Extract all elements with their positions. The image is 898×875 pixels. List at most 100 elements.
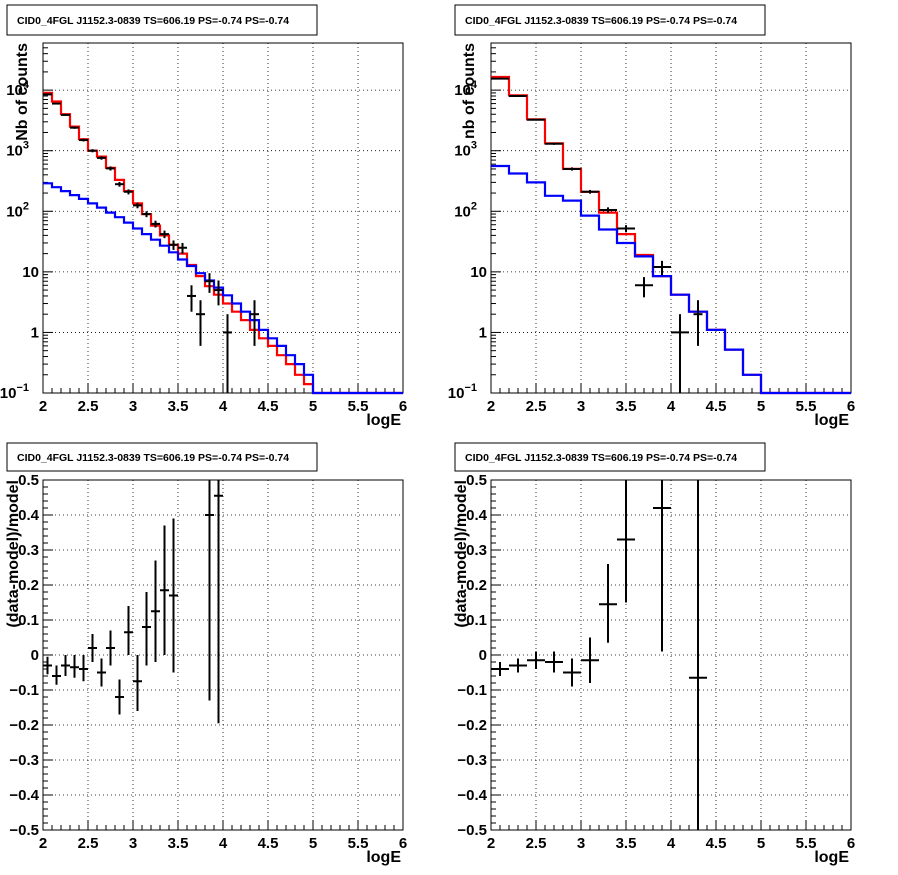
y-tick-label: −0.4 [457, 787, 487, 804]
y-tick-label: −0.5 [457, 822, 487, 839]
data-point [563, 167, 581, 171]
title-box [6, 4, 318, 36]
x-tick-label: 4 [219, 398, 228, 415]
y-tick-label: 0.5 [466, 472, 487, 489]
data-point [133, 202, 142, 209]
data-point [52, 665, 61, 685]
x-tick-label: 4.5 [706, 398, 727, 415]
y-tick-label: 0.1 [466, 612, 487, 629]
x-tick-label: 3.5 [168, 835, 189, 852]
data-point [223, 314, 232, 393]
data-point [97, 156, 106, 160]
y-tick-label: 10−1 [0, 382, 29, 402]
data-point [205, 480, 214, 701]
data-point [133, 655, 142, 711]
x-axis-label: logE [366, 412, 401, 429]
data-point [79, 655, 88, 682]
x-tick-label: 5 [757, 398, 765, 415]
x-tick-label: 6 [847, 835, 855, 852]
chart-panel-2: 2 2.5 3 3.5 4 4.5 5 5.5 6 10−1 1 10 102 103 104 CID0_4F… [448, 4, 855, 429]
y-tick-label: 0.4 [466, 507, 488, 524]
data-point [693, 300, 703, 346]
y-tick-label: 0.3 [18, 542, 39, 559]
data-point [599, 564, 617, 643]
x-tick-label: 2 [487, 398, 495, 415]
y-tick-label: 102 [6, 200, 29, 220]
x-tick-label: 5.5 [348, 835, 369, 852]
data-point [527, 118, 545, 121]
y-tick-label: 0 [31, 647, 39, 664]
y-tick-label: 0 [479, 647, 487, 664]
y-tick-label: 0.3 [466, 542, 487, 559]
data-point [617, 225, 635, 233]
x-tick-label: 4 [219, 835, 228, 852]
data-point [88, 634, 97, 662]
data-point [214, 480, 223, 724]
x-tick-label: 4.5 [258, 835, 279, 852]
x-tick-label: 5.5 [796, 835, 817, 852]
data-point [43, 93, 52, 96]
x-tick-label: 2.5 [78, 835, 99, 852]
data-point [169, 240, 178, 250]
data-point [205, 273, 214, 293]
y-tick-label: 104 [6, 79, 30, 99]
x-tick-label: 5.5 [348, 398, 369, 415]
x-tick-label: 3.5 [168, 398, 189, 415]
x-tick-label: 3.5 [616, 398, 637, 415]
data-point [61, 655, 70, 676]
data-point [97, 658, 106, 687]
data-point [599, 207, 617, 213]
data-point [653, 480, 671, 652]
x-axis-label: logE [366, 849, 401, 866]
data-point [151, 560, 160, 662]
y-tick-label: −0.3 [457, 752, 487, 769]
data-point [70, 126, 79, 129]
y-tick-label: −0.1 [9, 682, 39, 699]
data-point [160, 230, 169, 239]
data-point [581, 637, 599, 683]
data-point [545, 651, 563, 673]
y-tick-label: 10 [470, 264, 487, 281]
x-tick-label: 2.5 [78, 398, 99, 415]
y-axis-label: Nb of counts [14, 43, 31, 141]
data-point [151, 220, 160, 228]
y-tick-label: 1 [479, 324, 487, 341]
data-point [671, 314, 689, 393]
y-tick-label: −0.2 [457, 717, 487, 734]
y-tick-label: −0.5 [9, 822, 39, 839]
x-axis-label: logE [814, 412, 849, 429]
chart-title: CID0_4FGL J1152.3-0839 TS=606.19 PS=-0.7… [17, 15, 289, 27]
chart-panel-1: 2 2.5 3 3.5 4 4.5 5 5.5 6 10−1 1 10 102 103 104 CID0_4F… [0, 4, 407, 429]
data-point [70, 655, 79, 678]
title-box [454, 4, 766, 36]
data-point [196, 300, 205, 346]
data-point [124, 189, 133, 195]
data-point [169, 518, 178, 673]
x-axis-label: logE [814, 849, 849, 866]
y-tick-label: 0.2 [466, 577, 487, 594]
y-tick-label: 1 [31, 324, 39, 341]
x-tick-label: 4.5 [706, 835, 727, 852]
y-tick-label: 103 [6, 140, 29, 160]
data-point [491, 662, 509, 676]
data-point [52, 102, 61, 105]
y-tick-label: 0.1 [18, 612, 39, 629]
data-point [142, 211, 151, 218]
title-box [6, 442, 318, 472]
data-point [527, 651, 545, 669]
y-tick-label: −0.3 [9, 752, 39, 769]
y-tick-label: 104 [454, 79, 478, 99]
x-tick-label: 5 [757, 835, 765, 852]
x-tick-label: 2.5 [526, 835, 547, 852]
chart-title: CID0_4FGL J1152.3-0839 TS=606.19 PS=-0.7… [465, 452, 737, 464]
data-point [115, 679, 124, 715]
data-point [250, 300, 259, 346]
x-tick-label: 5 [309, 398, 317, 415]
data-point [689, 480, 707, 830]
x-tick-label: 3 [129, 398, 137, 415]
chart-panel-3: 2 2.5 3 3.5 4 4.5 5 5.5 6 −0.5 −0.4 −0.3 −0.2 −0.1 0 0.… [5, 442, 407, 866]
data-point [545, 142, 563, 145]
y-tick-label: 0.5 [18, 472, 39, 489]
y-axis-label: (data-model)/model [453, 480, 470, 628]
